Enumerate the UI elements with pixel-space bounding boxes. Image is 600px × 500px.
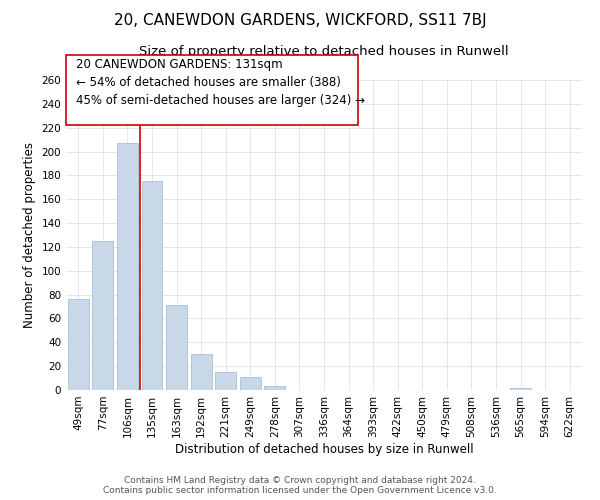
Title: Size of property relative to detached houses in Runwell: Size of property relative to detached ho…	[139, 45, 509, 58]
Text: Contains HM Land Registry data © Crown copyright and database right 2024.
Contai: Contains HM Land Registry data © Crown c…	[103, 476, 497, 495]
Bar	[166, 306, 187, 390]
X-axis label: Distribution of detached houses by size in Runwell: Distribution of detached houses by size …	[175, 442, 473, 456]
Bar	[215, 372, 236, 390]
Bar	[191, 354, 212, 390]
Bar	[117, 143, 138, 390]
FancyBboxPatch shape	[66, 55, 358, 126]
Y-axis label: Number of detached properties: Number of detached properties	[23, 142, 36, 328]
Bar	[240, 377, 261, 390]
Bar	[92, 241, 113, 390]
Bar	[265, 386, 286, 390]
Text: 20 CANEWDON GARDENS: 131sqm
← 54% of detached houses are smaller (388)
45% of se: 20 CANEWDON GARDENS: 131sqm ← 54% of det…	[76, 58, 365, 108]
Bar	[142, 182, 163, 390]
Bar	[68, 300, 89, 390]
Text: 20, CANEWDON GARDENS, WICKFORD, SS11 7BJ: 20, CANEWDON GARDENS, WICKFORD, SS11 7BJ	[113, 12, 487, 28]
Bar	[510, 388, 531, 390]
